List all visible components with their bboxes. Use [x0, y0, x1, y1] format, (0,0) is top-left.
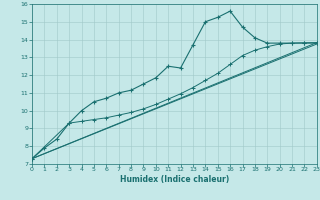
X-axis label: Humidex (Indice chaleur): Humidex (Indice chaleur)	[120, 175, 229, 184]
